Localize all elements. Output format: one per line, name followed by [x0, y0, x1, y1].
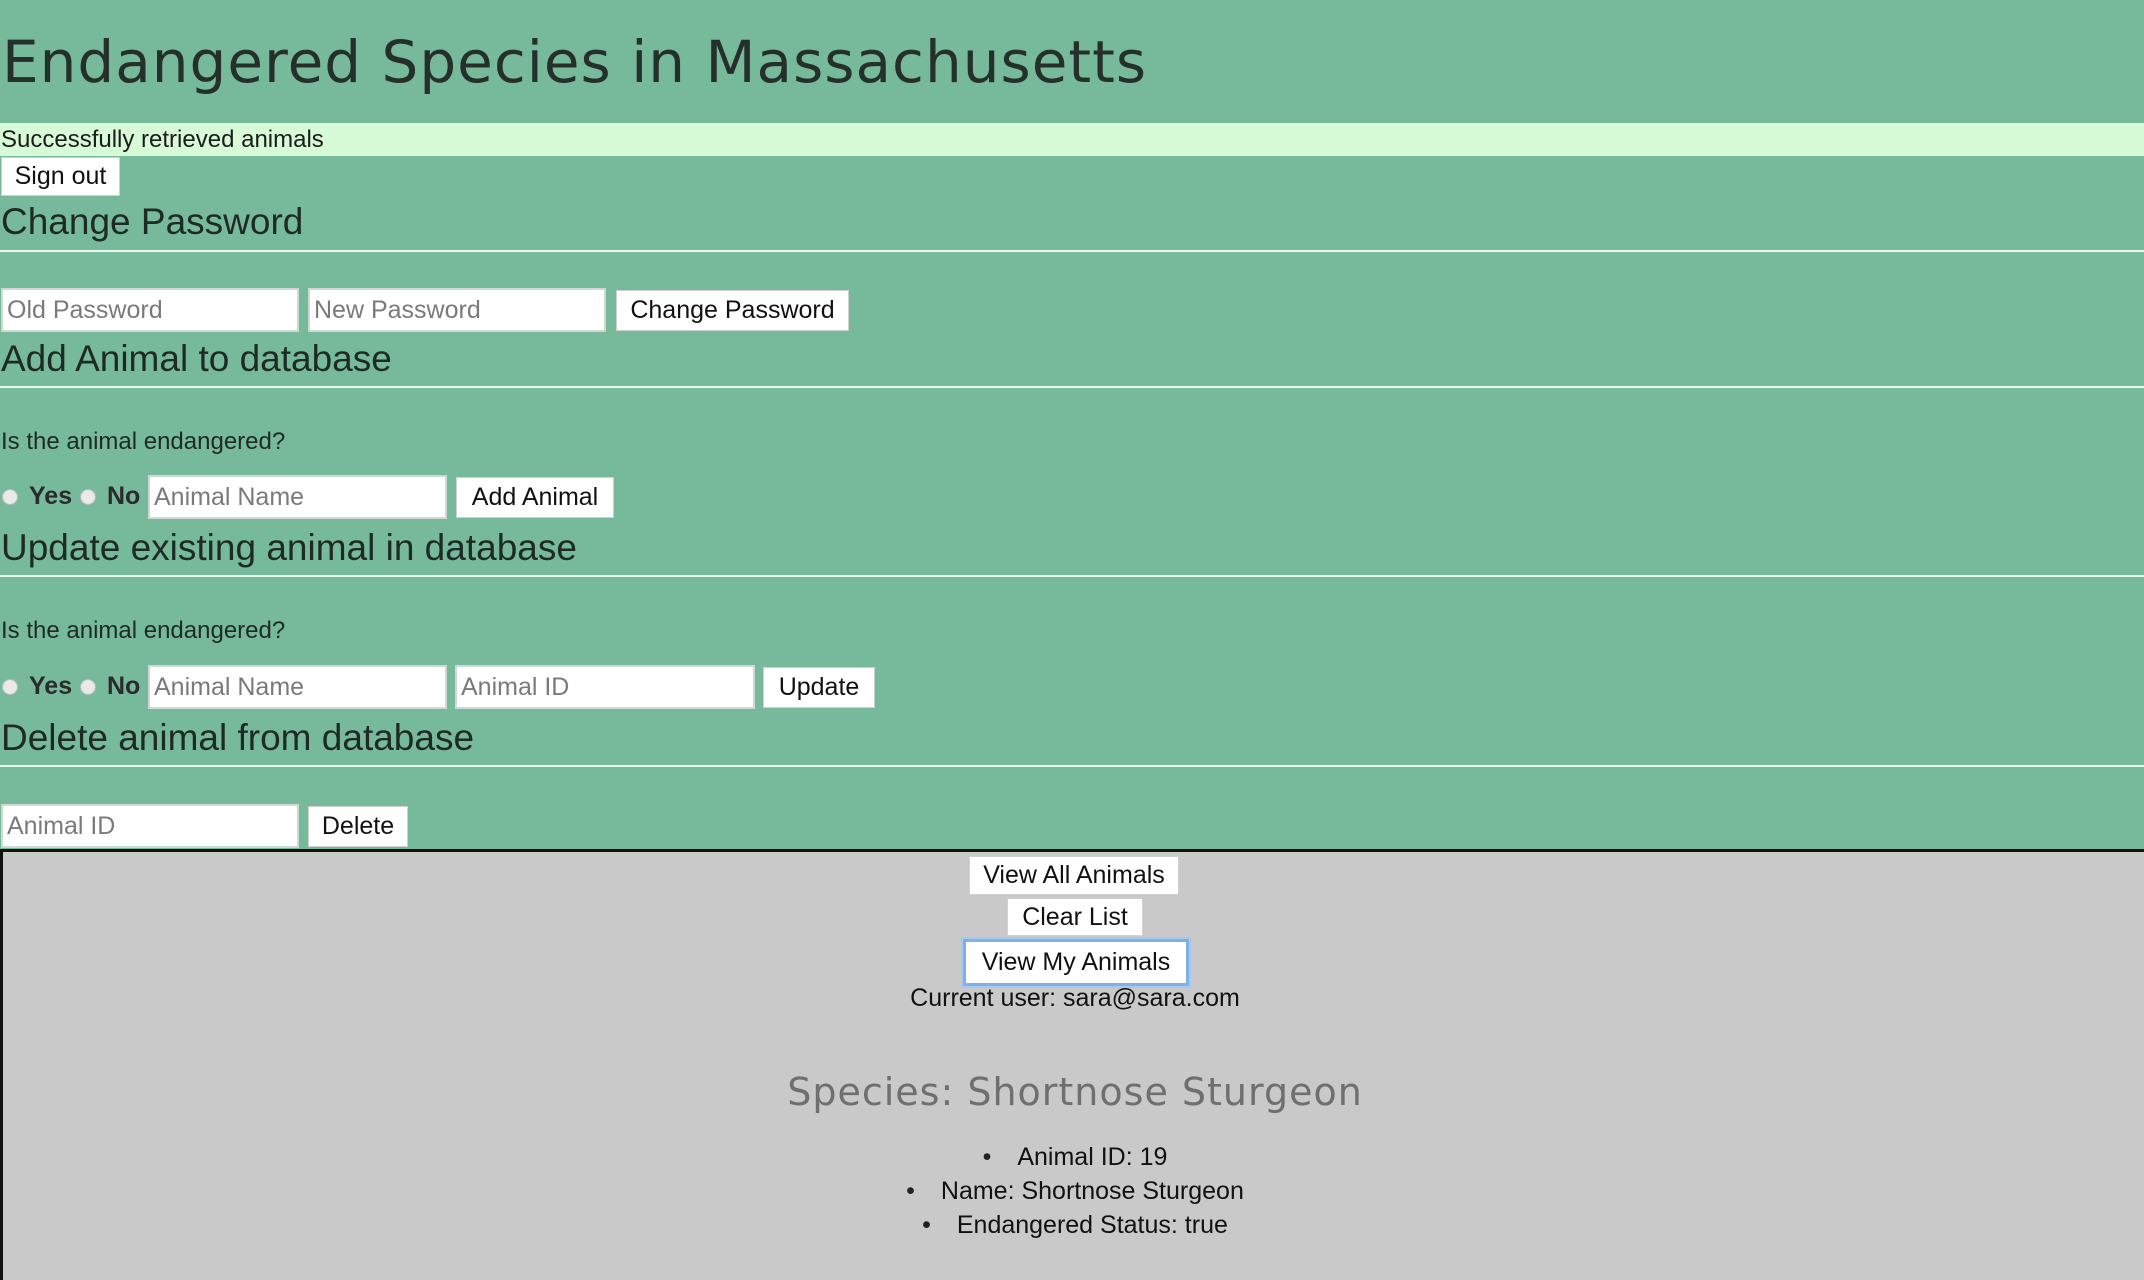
new-password-input[interactable] — [308, 288, 606, 332]
divider — [0, 386, 2144, 388]
update-button[interactable]: Update — [763, 667, 875, 708]
list-item: Name: Shortnose Sturgeon — [3, 1174, 2144, 1208]
species-title: Species: Shortnose Sturgeon — [787, 1070, 1363, 1114]
add-animal-heading: Add Animal to database — [1, 338, 392, 379]
update-animal-name-input[interactable] — [148, 665, 447, 709]
sign-out-button[interactable]: Sign out — [1, 157, 120, 196]
divider — [0, 575, 2144, 577]
add-yes-label: Yes — [29, 482, 73, 510]
add-endangered-question: Is the animal endangered? — [1, 428, 286, 455]
update-no-label: No — [107, 672, 141, 700]
add-yes-radio[interactable] — [2, 489, 18, 505]
add-no-label: No — [107, 482, 141, 510]
delete-button[interactable]: Delete — [308, 806, 408, 847]
delete-animal-heading: Delete animal from database — [1, 717, 475, 758]
update-animal-heading: Update existing animal in database — [1, 527, 577, 568]
view-all-animals-button[interactable]: View All Animals — [969, 856, 1179, 895]
update-animal-id-input[interactable] — [455, 665, 755, 709]
change-password-heading: Change Password — [1, 201, 304, 242]
page-title: Endangered Species in Massachusetts — [2, 28, 1148, 96]
divider — [0, 250, 2144, 252]
list-item: Endangered Status: true — [3, 1208, 2144, 1242]
add-animal-button[interactable]: Add Animal — [456, 477, 614, 518]
update-yes-radio[interactable] — [2, 679, 18, 695]
add-animal-name-input[interactable] — [148, 475, 447, 519]
delete-animal-id-input[interactable] — [1, 804, 299, 848]
status-message: Successfully retrieved animals — [0, 123, 2144, 156]
update-endangered-question: Is the animal endangered? — [1, 617, 286, 644]
update-no-radio[interactable] — [80, 679, 96, 695]
change-password-button[interactable]: Change Password — [616, 290, 849, 331]
old-password-input[interactable] — [1, 288, 299, 332]
add-no-radio[interactable] — [80, 489, 96, 505]
current-user-label: Current user: sara@sara.com — [910, 984, 1240, 1012]
animal-list-panel: View All Animals Clear List View My Anim… — [0, 849, 2144, 1280]
animal-details-list: Animal ID: 19 Name: Shortnose Sturgeon E… — [3, 1140, 2144, 1242]
clear-list-button[interactable]: Clear List — [1007, 898, 1143, 936]
divider — [0, 765, 2144, 767]
update-yes-label: Yes — [29, 672, 73, 700]
view-my-animals-button[interactable]: View My Animals — [963, 939, 1189, 986]
forms-panel: Endangered Species in Massachusetts Succ… — [0, 0, 2144, 849]
list-item: Animal ID: 19 — [3, 1140, 2144, 1174]
